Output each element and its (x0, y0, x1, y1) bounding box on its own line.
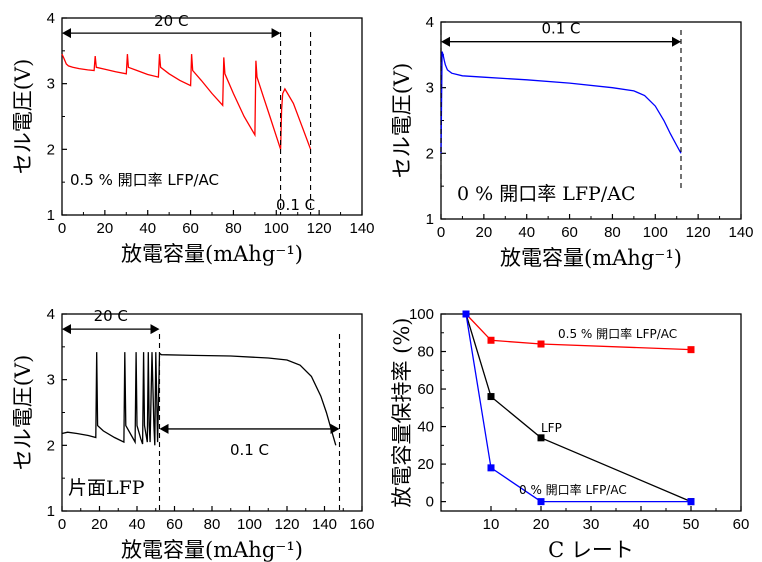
x-tick-label: 120 (686, 224, 711, 241)
annotation-0-1c: 0.1 C (230, 441, 269, 459)
x-tick-label: 50 (683, 516, 700, 533)
x-tick-label: 0 (58, 516, 66, 533)
series-marker-0 (687, 346, 695, 354)
x-tick-label: 120 (274, 516, 299, 533)
x-tick-label: 60 (166, 516, 183, 533)
series-marker-0 (537, 340, 545, 348)
y-tick-label: 0 (426, 494, 434, 511)
x-tick-label: 120 (307, 220, 332, 237)
y-axis-label: セル電圧(V) (11, 59, 35, 175)
x-tick-label: 40 (139, 220, 156, 237)
y-tick-label: 60 (417, 381, 434, 398)
annotation-sample-label: 片面LFP (68, 477, 145, 499)
series-marker-0 (487, 336, 495, 344)
series-marker-2 (537, 498, 545, 506)
series-marker-2 (462, 310, 470, 318)
panel-bottom-left: 0 20 40 60 80 100 120 140 160 1 2 3 4 放電容量(mAhg⁻¹) セル電… (11, 306, 375, 562)
annotation-0-1c: 0.1 C (276, 196, 315, 214)
arrow-0-1c-head-right (330, 423, 340, 434)
x-tick-label: 80 (604, 224, 621, 241)
series-line-2 (465, 313, 691, 503)
series-line-0 (465, 313, 692, 351)
series-label-1: LFP (541, 421, 562, 435)
x-tick-label: 60 (561, 224, 578, 241)
y-tick-label: 4 (47, 10, 55, 27)
series-label-0: 0.5 % 開口率 LFP/AC (558, 326, 677, 341)
y-tick-label: 3 (47, 76, 55, 93)
annotation-20c: 20 C (94, 307, 128, 325)
x-tick-label: 60 (182, 220, 199, 237)
series-marker-2 (687, 498, 695, 506)
y-tick-label: 80 (417, 344, 434, 361)
x-tick-label: 30 (583, 516, 600, 533)
y-tick-label: 4 (47, 306, 55, 323)
series-marker-1 (487, 393, 495, 401)
y-tick-label: 100 (409, 306, 434, 323)
y-tick-label: 3 (47, 372, 55, 389)
x-tick-label: 20 (476, 224, 493, 241)
x-axis-label: C レート (548, 538, 634, 562)
arrow-20c-head-left (62, 324, 71, 335)
x-tick-label: 140 (728, 224, 753, 241)
series-line-blue (440, 51, 682, 154)
series-marker-2 (487, 464, 495, 472)
arrow-20c-head-right (150, 324, 160, 335)
series-label-2: 0 % 開口率 LFP/AC (519, 482, 627, 497)
y-tick-label: 1 (47, 503, 55, 520)
y-tick-label: 4 (426, 14, 434, 31)
x-tick-label: 100 (643, 224, 668, 241)
x-tick-label: 40 (518, 224, 535, 241)
annotation-0-1c: 0.1 C (541, 20, 580, 38)
x-tick-label: 40 (633, 516, 650, 533)
panel-bottom-right: 10 20 30 40 50 60 0 20 40 60 80 100 C レート 放電容量保持率 (%)… (390, 306, 749, 562)
arrow-0-1c-head-left (441, 36, 450, 47)
y-tick-label: 3 (426, 80, 434, 97)
y-tick-label: 2 (47, 437, 55, 454)
x-tick-label: 60 (733, 516, 750, 533)
panel-top-left: 0 20 40 60 80 100 120 140 1 2 3 4 放電容量(mAhg⁻¹) セル電圧(V… (11, 10, 375, 266)
x-tick-label: 80 (225, 220, 242, 237)
plot-frame (440, 313, 742, 512)
arrow-0-1c-head-right (672, 36, 681, 47)
y-tick-label: 40 (417, 419, 434, 436)
x-tick-label: 40 (129, 516, 146, 533)
x-tick-label: 80 (204, 516, 221, 533)
series-line-black (61, 352, 337, 446)
x-axis-label: 放電容量(mAhg⁻¹) (121, 242, 303, 266)
x-tick-label: 140 (312, 516, 337, 533)
x-tick-label: 100 (264, 220, 289, 237)
arrow-20c-head-right (271, 28, 281, 39)
x-axis-label: 放電容量(mAhg⁻¹) (121, 538, 303, 562)
x-tick-label: 0 (58, 220, 66, 237)
x-tick-label: 0 (437, 224, 445, 241)
y-tick-label: 1 (47, 207, 55, 224)
panel-top-right: 0 20 40 60 80 100 120 140 1 2 3 4 放電容量(mAhg⁻¹) セル電圧(V… (390, 14, 754, 270)
series-marker-1 (537, 434, 545, 442)
arrow-20c-head-left (62, 28, 71, 39)
x-tick-label: 20 (91, 516, 108, 533)
x-axis-label: 放電容量(mAhg⁻¹) (500, 246, 682, 270)
y-tick-label: 2 (426, 145, 434, 162)
y-tick-label: 1 (426, 211, 434, 228)
series-line-red (61, 53, 312, 150)
x-tick-label: 10 (483, 516, 500, 533)
x-tick-label: 20 (533, 516, 550, 533)
y-axis-label: セル電圧(V) (390, 63, 414, 179)
annotation-sample-label: 0 % 開口率 LFP/AC (457, 183, 636, 205)
x-tick-label: 160 (349, 516, 374, 533)
series-line-1 (465, 313, 692, 503)
arrow-0-1c-head-left (159, 423, 169, 434)
x-tick-label: 100 (237, 516, 262, 533)
y-tick-label: 20 (417, 456, 434, 473)
x-tick-label: 140 (349, 220, 374, 237)
y-axis-label: 放電容量保持率 (%) (390, 317, 414, 507)
annotation-sample-label: 0.5 % 開口率 LFP/AC (70, 171, 219, 189)
x-tick-label: 20 (97, 220, 114, 237)
y-axis-label: セル電圧(V) (11, 355, 35, 471)
annotation-20c: 20 C (154, 12, 188, 30)
y-tick-label: 2 (47, 141, 55, 158)
